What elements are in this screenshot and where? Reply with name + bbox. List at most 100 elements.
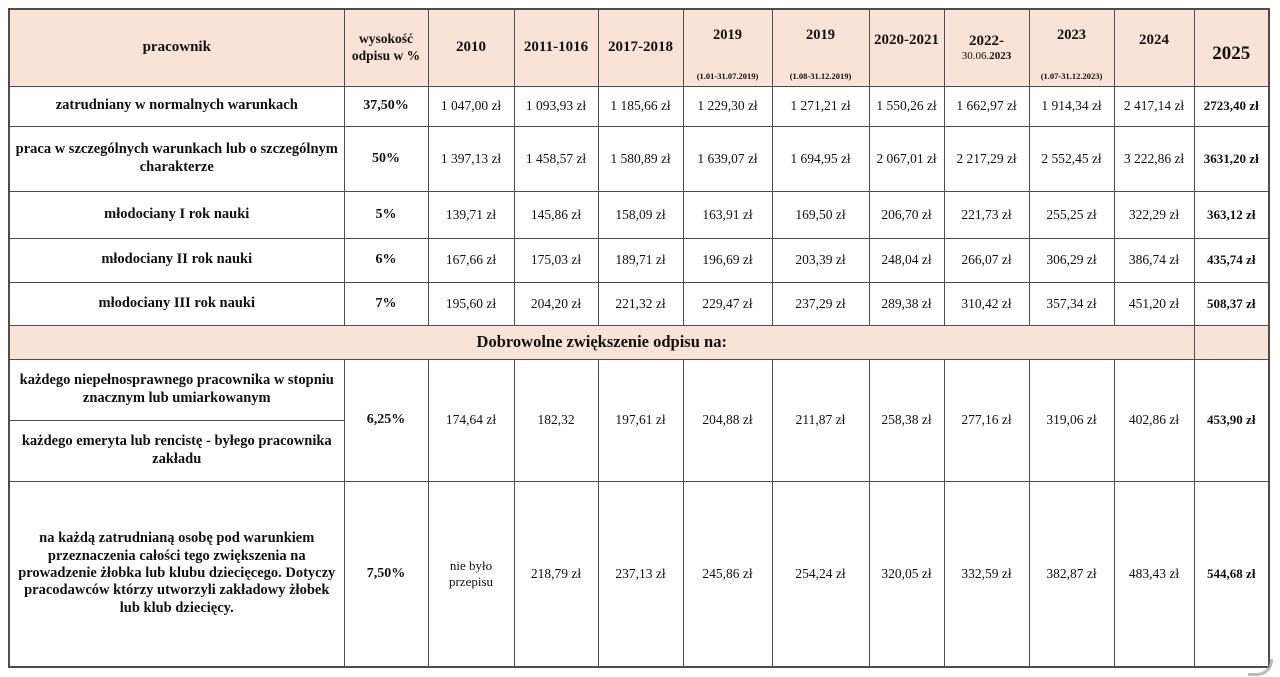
section-spacer-cell (1193, 324, 1270, 360)
row-label: zatrudniany w normalnych warunkach (8, 85, 345, 127)
value-cell: 1 047,00 zł (427, 85, 515, 127)
value-cell: 1 458,57 zł (513, 125, 599, 192)
value-cell: 289,38 zł (868, 281, 945, 326)
value-cell: 206,70 zł (868, 190, 945, 239)
pct-cell: 6% (343, 237, 429, 283)
row-label: na każdą zatrudnianą osobę pod warunkiem… (8, 480, 345, 668)
value-cell: 1 639,07 zł (682, 125, 773, 192)
value-cell: 2 067,01 zł (868, 125, 945, 192)
value-cell: 182,32 (513, 358, 599, 482)
value-cell: 221,32 zł (597, 281, 684, 326)
value-cell: 211,87 zł (771, 358, 870, 482)
value-cell-2025: 508,37 zł (1193, 281, 1270, 326)
value-cell: 1 093,93 zł (513, 85, 599, 127)
value-cell: 386,74 zł (1113, 237, 1195, 283)
value-cell: 2 552,45 zł (1028, 125, 1115, 192)
value-cell-2025: 3631,20 zł (1193, 125, 1270, 192)
year-range-label: 30.06.2023 (961, 50, 1012, 63)
value-cell: 1 397,13 zł (427, 125, 515, 192)
year-range-label: (1.01-31.07.2019) (696, 71, 759, 82)
table-row-normal-conditions: zatrudniany w normalnych warunkach 37,50… (8, 85, 1270, 127)
value-cell: 229,47 zł (682, 281, 773, 326)
value-cell: 158,09 zł (597, 190, 684, 239)
value-cell: 145,86 zł (513, 190, 599, 239)
value-cell: 319,06 zł (1028, 358, 1115, 482)
value-cell: 139,71 zł (427, 190, 515, 239)
value-cell: 332,59 zł (943, 480, 1030, 668)
table-row-emeryt: każdego emeryta lub rencistę - byłego pr… (8, 419, 1269, 482)
pct-cell: 7% (343, 281, 429, 326)
year-label: 2019 (713, 27, 742, 44)
value-cell: nie było przepisu (427, 480, 515, 668)
value-cell: 1 271,21 zł (771, 85, 870, 127)
value-cell: 167,66 zł (427, 237, 515, 283)
value-cell: 2 217,29 zł (943, 125, 1030, 192)
col-header-2024: 2024 (1113, 8, 1195, 87)
value-cell-2025: 435,74 zł (1193, 237, 1270, 283)
row-label: praca w szczególnych warunkach lub o szc… (8, 125, 345, 192)
row-label: młodociany III rok nauki (8, 281, 345, 326)
pct-cell: 5% (343, 190, 429, 239)
value-cell: 204,20 zł (513, 281, 599, 326)
row-label: młodociany II rok nauki (8, 237, 345, 283)
table-row-mlodociany-3: młodociany III rok nauki 7% 195,60 zł 20… (8, 281, 1270, 326)
col-header-2019b: 2019 (1.08-31.12.2019) (771, 8, 870, 87)
value-cell: 266,07 zł (943, 237, 1030, 283)
value-cell: 197,61 zł (597, 358, 684, 482)
pct-cell: 50% (343, 125, 429, 192)
value-cell: 1 229,30 zł (682, 85, 773, 127)
value-cell: 237,13 zł (597, 480, 684, 668)
table-row-special-conditions: praca w szczególnych warunkach lub o szc… (8, 125, 1270, 192)
value-cell: 169,50 zł (771, 190, 870, 239)
value-cell: 255,25 zł (1028, 190, 1115, 239)
value-cell: 310,42 zł (943, 281, 1030, 326)
odpis-table: pracownik wysokość odpisu w % 2010 2011-… (8, 8, 1270, 668)
row-label: każdego niepełnosprawnego pracownika w s… (8, 358, 345, 421)
table-row-mlodociany-1: młodociany I rok nauki 5% 139,71 zł 145,… (8, 190, 1270, 239)
pct-cell: 37,50% (343, 85, 429, 127)
year-label: 2022- (969, 33, 1004, 50)
value-cell: 196,69 zł (682, 237, 773, 283)
value-cell: 322,29 zł (1113, 190, 1195, 239)
year-label: 2023 (1057, 27, 1086, 44)
value-cell: 1 662,97 zł (943, 85, 1030, 127)
col-header-2019a: 2019 (1.01-31.07.2019) (682, 8, 773, 87)
value-cell: 258,38 zł (868, 358, 945, 482)
table-header-row: pracownik wysokość odpisu w % 2010 2011-… (8, 8, 1270, 87)
year-range-label: (1.07-31.12.2023) (1040, 71, 1103, 82)
col-header-wysokosc-odpisu: wysokość odpisu w % (343, 8, 429, 87)
value-cell: 483,43 zł (1113, 480, 1195, 668)
col-header-pracownik: pracownik (8, 8, 345, 87)
value-cell: 195,60 zł (427, 281, 515, 326)
year-range-label: (1.08-31.12.2019) (789, 71, 852, 82)
col-header-2020-2021: 2020-2021 (868, 8, 945, 87)
value-cell: 248,04 zł (868, 237, 945, 283)
col-header-2011-1016: 2011-1016 (513, 8, 599, 87)
value-cell: 204,88 zł (682, 358, 773, 482)
value-cell-2025: 363,12 zł (1193, 190, 1270, 239)
pct-cell: 7,50% (343, 480, 429, 668)
value-cell: 320,05 zł (868, 480, 945, 668)
row-label: młodociany I rok nauki (8, 190, 345, 239)
value-cell: 1 580,89 zł (597, 125, 684, 192)
value-cell: 306,29 zł (1028, 237, 1115, 283)
table-row-niepelnosprawny: każdego niepełnosprawnego pracownika w s… (8, 358, 1270, 482)
value-cell-2025: 2723,40 zł (1193, 85, 1270, 127)
value-cell: 1 694,95 zł (771, 125, 870, 192)
value-cell: 254,24 zł (771, 480, 870, 668)
table-row-mlodociany-2: młodociany II rok nauki 6% 167,66 zł 175… (8, 237, 1270, 283)
section-header-row: Dobrowolne zwiększenie odpisu na: (8, 324, 1270, 360)
value-cell: 1 914,34 zł (1028, 85, 1115, 127)
col-header-2023: 2023 (1.07-31.12.2023) (1028, 8, 1115, 87)
value-cell: 189,71 zł (597, 237, 684, 283)
row-label: każdego emeryta lub rencistę - byłego pr… (8, 419, 345, 482)
value-cell: 163,91 zł (682, 190, 773, 239)
pct-cell: 6,25% (343, 358, 429, 482)
value-cell: 402,86 zł (1113, 358, 1195, 482)
value-cell-2025: 453,90 zł (1193, 358, 1270, 482)
value-cell: 221,73 zł (943, 190, 1030, 239)
value-cell: 277,16 zł (943, 358, 1030, 482)
value-cell: 3 222,86 zł (1113, 125, 1195, 192)
col-header-2022-30-06-2023: 2022- 30.06.2023 (943, 8, 1030, 87)
value-cell: 175,03 zł (513, 237, 599, 283)
